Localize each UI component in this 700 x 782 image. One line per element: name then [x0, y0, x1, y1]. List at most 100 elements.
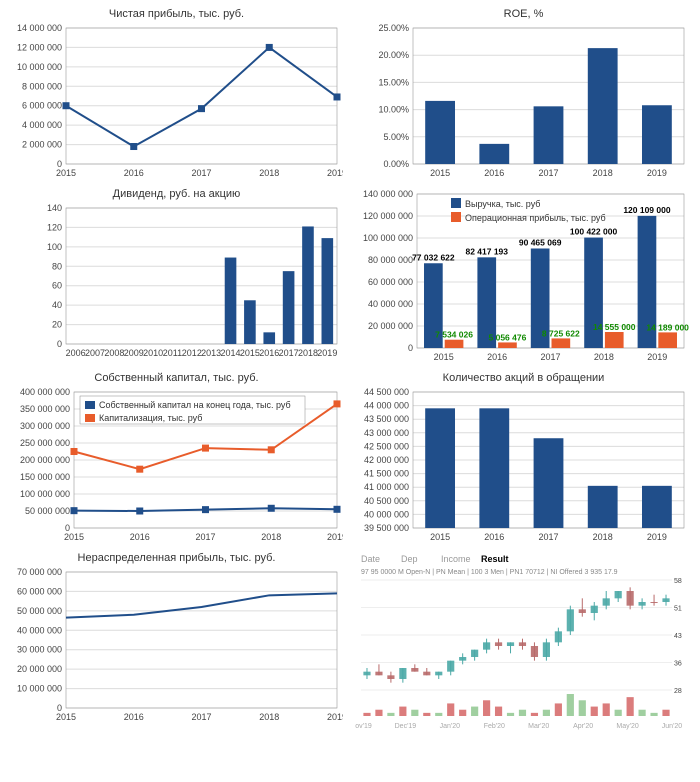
- svg-text:Income: Income: [441, 554, 471, 564]
- chart-equity: Собственный капитал, тыс. руб. 050 000 0…: [8, 372, 345, 546]
- svg-text:Собственный капитал на конец г: Собственный капитал на конец года, тыс. …: [99, 400, 291, 410]
- svg-text:20 000 000: 20 000 000: [368, 321, 413, 331]
- svg-text:50 000 000: 50 000 000: [17, 606, 62, 616]
- svg-text:250 000 000: 250 000 000: [20, 438, 70, 448]
- svg-text:43 000 000: 43 000 000: [364, 428, 409, 438]
- svg-text:2017: 2017: [191, 712, 211, 722]
- svg-text:2016: 2016: [484, 532, 504, 542]
- svg-text:100 000 000: 100 000 000: [363, 233, 413, 243]
- svg-text:2 000 000: 2 000 000: [22, 140, 62, 150]
- svg-text:2015: 2015: [240, 348, 260, 358]
- chart-title: ROE, %: [355, 8, 692, 20]
- svg-text:140 000 000: 140 000 000: [363, 189, 413, 199]
- svg-text:2015: 2015: [434, 352, 454, 362]
- svg-text:Операционная прибыль, тыс. руб: Операционная прибыль, тыс. руб: [465, 213, 606, 223]
- svg-text:2018: 2018: [593, 532, 613, 542]
- svg-text:400 000 000: 400 000 000: [20, 387, 70, 397]
- svg-text:43: 43: [674, 633, 682, 640]
- chart-canvas: 0204060801001201402006200720082009201020…: [8, 202, 343, 362]
- chart-revenue-op: 0 20 000 000 40 000 000 60 000 000 80 000 00…: [355, 188, 692, 366]
- svg-text:60 000 000: 60 000 000: [368, 277, 413, 287]
- svg-text:May'20: May'20: [616, 723, 638, 730]
- svg-text:2017: 2017: [195, 532, 215, 542]
- svg-text:60 000 000: 60 000 000: [17, 586, 62, 596]
- svg-text:40 000 000: 40 000 000: [364, 509, 409, 519]
- chart-roe: ROE, % 0.00%5.00%10.00%15.00%20.00%25.00…: [355, 8, 692, 182]
- svg-text:58: 58: [674, 578, 682, 585]
- chart-title: Дивиденд, руб. на акцию: [8, 188, 345, 200]
- svg-text:2015: 2015: [430, 168, 450, 178]
- chart-shares: Количество акций в обращении 39 500 0004…: [355, 372, 692, 546]
- svg-text:Nov'19: Nov'19: [355, 723, 372, 730]
- svg-text:97 95 0000 M Open-N | PN Me: 97 95 0000 M Open-N | PN Mean | 100 3 Me…: [361, 569, 618, 576]
- svg-text:10.00%: 10.00%: [378, 105, 409, 115]
- svg-text:2018: 2018: [259, 168, 279, 178]
- svg-text:100: 100: [47, 242, 62, 252]
- svg-text:2017: 2017: [191, 168, 211, 178]
- svg-text:Dec'19: Dec'19: [395, 723, 417, 730]
- svg-text:2015: 2015: [430, 532, 450, 542]
- chart-canvas: 0.00%5.00%10.00%15.00%20.00%25.00%201520…: [355, 22, 690, 182]
- svg-text:0: 0: [57, 339, 62, 349]
- svg-text:70 000 000: 70 000 000: [17, 567, 62, 577]
- svg-text:350 000 000: 350 000 000: [20, 404, 70, 414]
- svg-text:2017: 2017: [540, 352, 560, 362]
- svg-text:2017: 2017: [538, 532, 558, 542]
- svg-text:80 000 000: 80 000 000: [368, 255, 413, 265]
- svg-text:14 189 000: 14 189 000: [646, 322, 689, 332]
- svg-text:200 000 000: 200 000 000: [20, 455, 70, 465]
- svg-text:2016: 2016: [259, 348, 279, 358]
- svg-text:Result: Result: [481, 554, 509, 564]
- svg-text:0: 0: [408, 343, 413, 353]
- chart-canvas: Date Dep Income Result 97 95 0000 M Open-N |…: [355, 552, 690, 730]
- svg-text:41 500 000: 41 500 000: [364, 469, 409, 479]
- chart-stock: Date Dep Income Result 97 95 0000 M Open-N |…: [355, 552, 692, 730]
- svg-text:2013: 2013: [201, 348, 221, 358]
- svg-text:40 000 000: 40 000 000: [368, 299, 413, 309]
- svg-text:120: 120: [47, 222, 62, 232]
- svg-text:14 000 000: 14 000 000: [17, 23, 62, 33]
- svg-text:42 000 000: 42 000 000: [364, 455, 409, 465]
- svg-text:2007: 2007: [85, 348, 105, 358]
- svg-text:40: 40: [52, 300, 62, 310]
- svg-text:Feb'20: Feb'20: [484, 723, 505, 730]
- svg-text:20 000 000: 20 000 000: [17, 664, 62, 674]
- svg-text:2018: 2018: [593, 168, 613, 178]
- svg-text:2019: 2019: [327, 168, 343, 178]
- svg-text:2011: 2011: [163, 348, 182, 358]
- chart-canvas: 050 000 000100 000 000150 000 000200 000…: [8, 386, 343, 546]
- svg-text:120 109 000: 120 109 000: [623, 205, 671, 215]
- svg-text:5 056 476: 5 056 476: [489, 332, 527, 342]
- svg-text:2008: 2008: [104, 348, 124, 358]
- svg-text:2018: 2018: [594, 352, 614, 362]
- chart-canvas: 010 000 00020 000 00030 000 00040 000 00…: [8, 566, 343, 726]
- svg-text:82 417 193: 82 417 193: [465, 246, 508, 256]
- svg-text:60: 60: [52, 281, 62, 291]
- svg-text:5.00%: 5.00%: [383, 132, 409, 142]
- svg-text:Выручка, тыс. руб: Выручка, тыс. руб: [465, 199, 540, 209]
- svg-text:20: 20: [52, 320, 62, 330]
- svg-text:100 000 000: 100 000 000: [20, 489, 70, 499]
- svg-text:2019: 2019: [327, 712, 343, 722]
- svg-text:4 000 000: 4 000 000: [22, 120, 62, 130]
- chart-dividend: Дивиденд, руб. на акцию 0204060801001201…: [8, 188, 345, 366]
- svg-text:2009: 2009: [124, 348, 144, 358]
- svg-text:77 032 622: 77 032 622: [412, 252, 455, 262]
- svg-text:10 000 000: 10 000 000: [17, 62, 62, 72]
- chart-canvas: 02 000 0004 000 0006 000 0008 000 00010 …: [8, 22, 343, 182]
- svg-text:Date: Date: [361, 554, 380, 564]
- svg-text:100 422 000: 100 422 000: [570, 227, 618, 237]
- chart-canvas: 0 20 000 000 40 000 000 60 000 000 80 000 00…: [355, 188, 690, 366]
- svg-text:2016: 2016: [124, 712, 144, 722]
- chart-title: Собственный капитал, тыс. руб.: [8, 372, 345, 384]
- svg-text:20.00%: 20.00%: [378, 50, 409, 60]
- svg-text:39 500 000: 39 500 000: [364, 523, 409, 533]
- svg-text:2018: 2018: [298, 348, 318, 358]
- chart-net-profit: Чистая прибыль, тыс. руб. 02 000 0004 00…: [8, 8, 345, 182]
- svg-text:Dep: Dep: [401, 554, 418, 564]
- svg-text:2016: 2016: [487, 352, 507, 362]
- svg-text:10 000 000: 10 000 000: [17, 684, 62, 694]
- svg-text:2016: 2016: [484, 168, 504, 178]
- svg-text:2019: 2019: [647, 352, 667, 362]
- svg-text:2019: 2019: [317, 348, 337, 358]
